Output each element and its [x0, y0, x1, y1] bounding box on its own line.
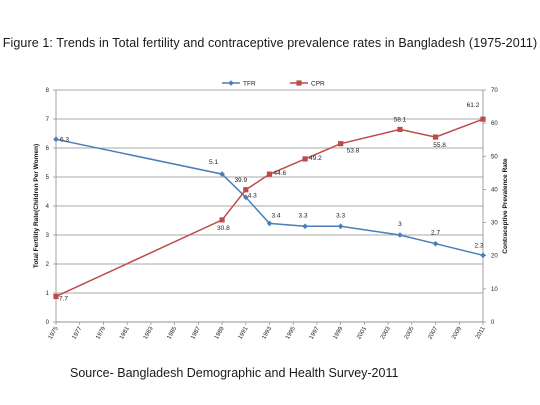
data-label-tfr: 3.3 — [299, 212, 308, 219]
data-label-tfr: 5.1 — [209, 159, 218, 166]
data-label-cpr: 58.1 — [394, 116, 407, 123]
y2-tick-label: 30 — [491, 221, 498, 227]
data-point-cpr — [266, 171, 273, 177]
y2-tick-label: 70 — [491, 88, 498, 94]
legend-marker — [296, 80, 302, 86]
y2-tick-label: 10 — [491, 287, 498, 293]
y-tick-label: 6 — [46, 146, 50, 152]
x-tick-label: 1977 — [72, 325, 84, 340]
x-tick-label: 1993 — [261, 325, 273, 340]
x-tick-label: 1987 — [190, 325, 202, 340]
figure-title: Figure 1: Trends in Total fertility and … — [2, 36, 538, 50]
data-label-cpr: 55.8 — [433, 142, 446, 149]
legend-label-tfr: TFR — [243, 80, 256, 87]
data-point-tfr — [480, 252, 486, 259]
data-point-cpr — [302, 156, 308, 162]
data-point-cpr — [243, 187, 249, 193]
x-tick-label: 1989 — [214, 325, 226, 340]
x-tick-label: 2003 — [380, 325, 392, 340]
data-point-cpr — [338, 141, 344, 147]
data-label-cpr: 7.7 — [59, 295, 68, 302]
data-label-tfr: 4.3 — [248, 192, 257, 199]
data-point-tfr — [337, 223, 344, 230]
data-label-cpr: 30.8 — [217, 225, 230, 232]
data-point-tfr — [219, 171, 225, 177]
data-label-cpr: 39.9 — [234, 177, 247, 184]
y2-tick-label: 0 — [491, 320, 495, 326]
data-label-tfr: 3.4 — [272, 212, 281, 219]
x-tick-label: 2007 — [427, 325, 439, 340]
data-label-cpr: 53.8 — [347, 148, 360, 155]
data-point-cpr — [219, 217, 225, 223]
x-tick-label: 2011 — [475, 325, 487, 340]
y-tick-label: 8 — [46, 88, 50, 94]
x-tick-label: 1983 — [143, 325, 155, 340]
y-tick-label: 3 — [46, 233, 50, 239]
data-point-tfr — [266, 220, 273, 227]
x-tick-label: 1975 — [48, 325, 60, 340]
y-tick-label: 2 — [46, 262, 50, 268]
x-tick-label: 1985 — [166, 325, 178, 340]
x-tick-label: 2005 — [404, 325, 416, 340]
data-label-cpr: 61.2 — [467, 102, 480, 109]
y-tick-label: 1 — [46, 291, 50, 297]
data-label-tfr: 3 — [398, 221, 402, 228]
x-tick-label: 1995 — [285, 325, 297, 340]
y2-tick-label: 60 — [491, 121, 498, 127]
data-label-cpr: 44.6 — [274, 170, 287, 177]
x-tick-label: 2009 — [451, 325, 463, 340]
data-point-cpr — [480, 116, 486, 122]
series-line-cpr — [55, 118, 484, 298]
y2-axis-title: Contraceptive Prevalence Rate — [502, 158, 509, 254]
data-point-tfr — [432, 240, 439, 247]
y-tick-label: 0 — [46, 320, 50, 326]
legend-label-cpr: CPR — [311, 80, 325, 87]
x-tick-label: 1997 — [309, 325, 321, 340]
data-label-tfr: 6.3 — [60, 136, 69, 143]
x-tick-label: 1991 — [238, 325, 250, 340]
x-tick-label: 1979 — [95, 325, 107, 340]
series-line-tfr — [55, 138, 484, 257]
data-point-cpr — [432, 134, 439, 140]
y2-tick-label: 40 — [491, 187, 498, 193]
y2-tick-label: 20 — [491, 254, 498, 260]
data-label-tfr: 2.7 — [431, 230, 440, 237]
y-tick-label: 5 — [46, 175, 50, 181]
data-point-tfr — [397, 232, 403, 238]
legend-marker — [228, 80, 234, 86]
data-label-tfr: 3.3 — [336, 212, 345, 219]
data-point-tfr — [53, 136, 59, 143]
y-axis-title: Total Fertility Rate(Children Per Women) — [33, 144, 40, 268]
data-label-tfr: 2.3 — [474, 242, 483, 249]
x-tick-label: 2001 — [356, 325, 368, 340]
source-note: Source- Bangladesh Demographic and Healt… — [70, 366, 399, 380]
data-point-cpr — [397, 126, 403, 133]
data-point-cpr — [53, 293, 59, 300]
data-label-cpr: 49.2 — [309, 155, 322, 162]
data-point-tfr — [302, 223, 308, 230]
data-point-tfr — [242, 194, 249, 201]
x-tick-label: 1981 — [119, 325, 131, 340]
y-tick-label: 4 — [46, 204, 50, 210]
y2-tick-label: 50 — [491, 154, 498, 160]
x-tick-label: 1999 — [333, 325, 345, 340]
y-tick-label: 7 — [46, 117, 50, 123]
